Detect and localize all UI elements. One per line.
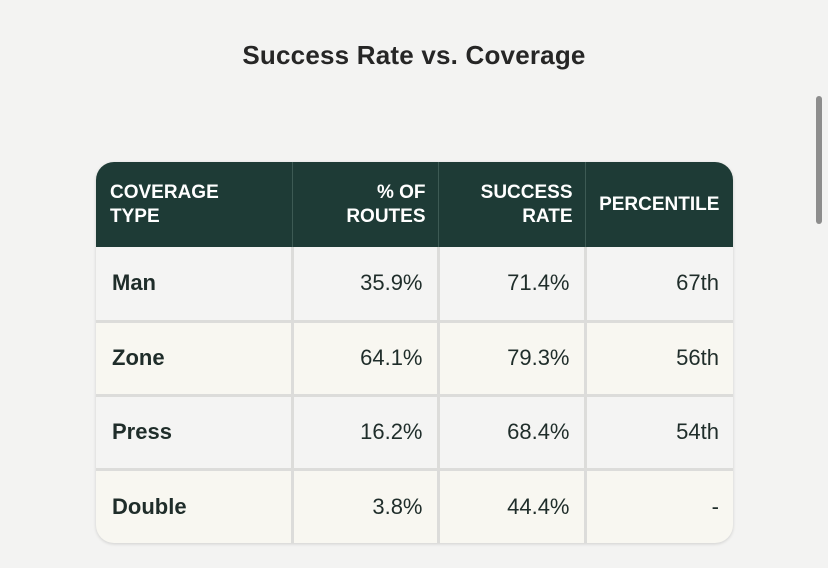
cell-percentile: 67th: [585, 247, 733, 323]
table-header-row: COVERAGE TYPE % OF ROUTES SUCCESS RATE P…: [96, 162, 733, 247]
coverage-table-card: COVERAGE TYPE % OF ROUTES SUCCESS RATE P…: [96, 162, 733, 543]
chart-title: Success Rate vs. Coverage: [242, 40, 586, 70]
cell-success-rate: 44.4%: [438, 469, 587, 543]
cell-coverage: Double: [96, 469, 294, 543]
table-row: Double 3.8% 44.4% -: [96, 469, 733, 543]
header-coverage-type-line2: TYPE: [110, 205, 160, 227]
vertical-scrollbar[interactable]: [816, 96, 822, 224]
cell-coverage: Man: [96, 247, 294, 323]
cell-percentile: -: [585, 469, 733, 543]
header-success-rate: SUCCESS RATE: [438, 162, 586, 247]
cell-pct-routes: 3.8%: [292, 469, 440, 543]
header-pct-routes-line1: % OF: [376, 181, 426, 203]
cell-coverage: Zone: [96, 321, 294, 397]
header-pct-routes: % OF ROUTES: [292, 162, 439, 247]
table-row: Press 16.2% 68.4% 54th: [96, 395, 733, 471]
header-success-rate-line2: RATE: [522, 205, 573, 227]
cell-success-rate: 68.4%: [438, 395, 587, 471]
header-coverage-type-line1: COVERAGE: [110, 181, 219, 203]
cell-pct-routes: 35.9%: [292, 247, 440, 323]
header-pct-routes-line2: ROUTES: [346, 205, 426, 227]
table-row: Man 35.9% 71.4% 67th: [96, 247, 733, 323]
table-row: Zone 64.1% 79.3% 56th: [96, 321, 733, 397]
header-success-rate-line1: SUCCESS: [480, 181, 573, 203]
header-percentile: PERCENTILE: [599, 193, 720, 215]
header-coverage-type: COVERAGE TYPE: [96, 162, 293, 247]
cell-success-rate: 79.3%: [438, 321, 587, 397]
cell-coverage: Press: [96, 395, 294, 471]
coverage-table: COVERAGE TYPE % OF ROUTES SUCCESS RATE P…: [96, 162, 733, 543]
cell-percentile: 56th: [585, 321, 733, 397]
cell-success-rate: 71.4%: [438, 247, 587, 323]
cell-pct-routes: 64.1%: [292, 321, 440, 397]
cell-pct-routes: 16.2%: [292, 395, 440, 471]
cell-percentile: 54th: [585, 395, 733, 471]
